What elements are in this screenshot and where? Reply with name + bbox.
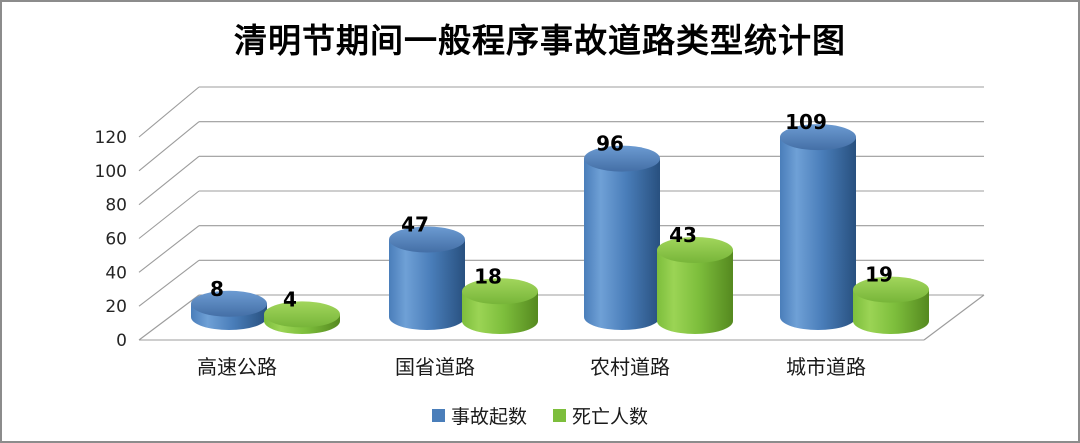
legend-item-deaths: 死亡人数	[553, 402, 648, 429]
data-label: 43	[669, 223, 697, 247]
cylinder-accidents-3	[780, 124, 856, 330]
y-axis-tick-label: 60	[105, 229, 127, 249]
legend-swatch-deaths	[553, 409, 566, 422]
data-label: 4	[283, 287, 297, 311]
cylinder-accidents-1	[389, 226, 465, 330]
depth-gridline	[138, 155, 200, 206]
legend: 事故起数 死亡人数	[2, 402, 1078, 429]
depth-gridline	[138, 225, 200, 273]
category-label: 农村道路	[590, 356, 670, 379]
floor-right-edge	[923, 294, 985, 341]
data-label: 109	[785, 110, 827, 134]
category-label: 国省道路	[395, 356, 475, 379]
depth-gridline	[138, 86, 200, 138]
legend-label-deaths: 死亡人数	[572, 407, 649, 428]
depth-gridline	[138, 259, 200, 307]
data-label: 18	[474, 264, 502, 288]
y-axis-tick-label: 40	[105, 263, 127, 283]
depth-gridline	[138, 294, 200, 341]
depth-gridline	[138, 190, 200, 239]
depth-gridline	[138, 121, 200, 172]
data-label: 96	[596, 132, 624, 156]
category-label: 城市道路	[786, 356, 866, 379]
chart-title: 清明节期间一般程序事故道路类型统计图	[234, 24, 846, 60]
legend-label-accidents: 事故起数	[450, 407, 527, 428]
legend-swatch-accidents	[431, 409, 445, 422]
y-axis-tick-label: 100	[95, 162, 127, 182]
y-axis-tick-label: 0	[116, 331, 127, 351]
cylinder-accidents-2	[584, 145, 660, 330]
y-axis-tick-label: 80	[105, 196, 127, 216]
data-label: 19	[865, 263, 893, 287]
y-axis-tick-label: 20	[105, 297, 127, 317]
category-label: 高速公路	[197, 356, 277, 379]
data-label: 8	[210, 277, 224, 301]
cylinder-deaths-3	[853, 276, 929, 334]
legend-item-accidents: 事故起数	[431, 402, 527, 429]
y-axis-tick-label: 120	[95, 128, 127, 148]
cylinder-accidents-0	[191, 290, 267, 330]
cylinder-deaths-1	[462, 278, 538, 334]
cylinder-deaths-0	[264, 301, 340, 334]
data-label: 47	[401, 212, 429, 236]
cylinder-deaths-2	[657, 237, 733, 334]
